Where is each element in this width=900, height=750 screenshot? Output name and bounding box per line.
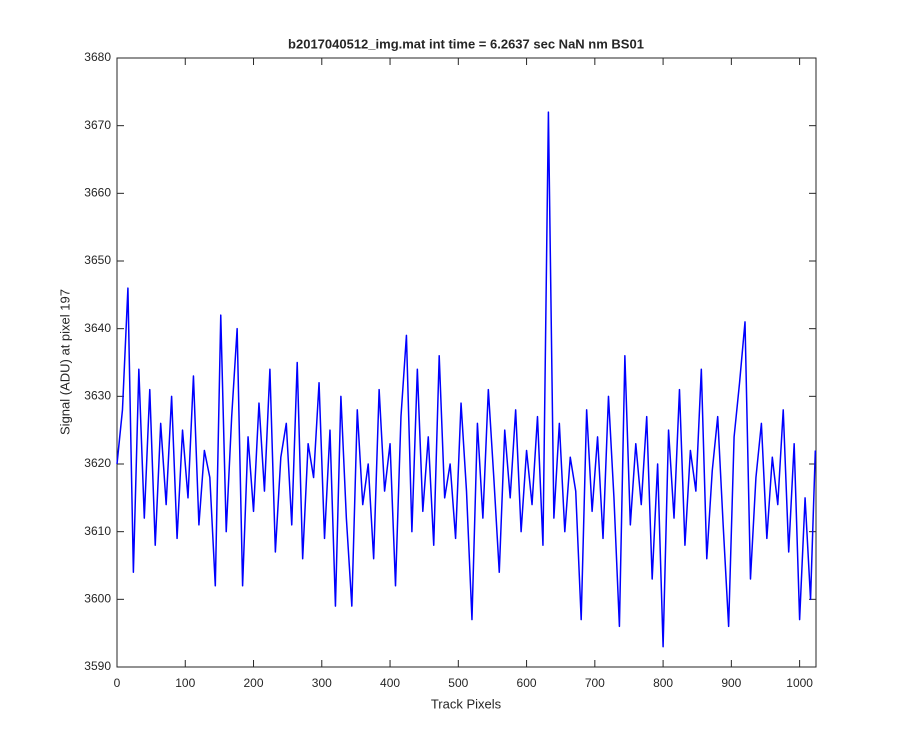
plot-frame bbox=[116, 57, 817, 668]
x-tick-label: 400 bbox=[380, 676, 400, 690]
x-tick-label: 0 bbox=[114, 676, 121, 690]
x-tick-label: 1000 bbox=[786, 676, 813, 690]
x-axis-label: Track Pixels bbox=[431, 696, 502, 711]
y-tick-label: 3680 bbox=[84, 50, 111, 64]
x-tick-label: 100 bbox=[175, 676, 195, 690]
x-tick-label: 900 bbox=[721, 676, 741, 690]
y-tick-label: 3660 bbox=[84, 186, 111, 200]
y-tick-label: 3630 bbox=[84, 389, 111, 403]
x-tick-label: 200 bbox=[244, 676, 264, 690]
y-tick-label: 3600 bbox=[84, 592, 111, 606]
y-tick-label: 3640 bbox=[84, 321, 111, 335]
x-tick-label: 500 bbox=[448, 676, 468, 690]
y-tick-label: 3610 bbox=[84, 524, 111, 538]
y-tick-label: 3670 bbox=[84, 118, 111, 132]
y-tick-label: 3620 bbox=[84, 456, 111, 470]
data-line bbox=[116, 111, 817, 648]
y-tick-label: 3590 bbox=[84, 659, 111, 673]
x-tick-label: 600 bbox=[517, 676, 537, 690]
x-tick-label: 300 bbox=[312, 676, 332, 690]
y-tick-label: 3650 bbox=[84, 253, 111, 267]
x-tick-label: 800 bbox=[653, 676, 673, 690]
x-tick-label: 700 bbox=[585, 676, 605, 690]
chart-title: b2017040512_img.mat int time = 6.2637 se… bbox=[288, 36, 644, 51]
y-axis-label: Signal (ADU) at pixel 197 bbox=[57, 289, 72, 435]
